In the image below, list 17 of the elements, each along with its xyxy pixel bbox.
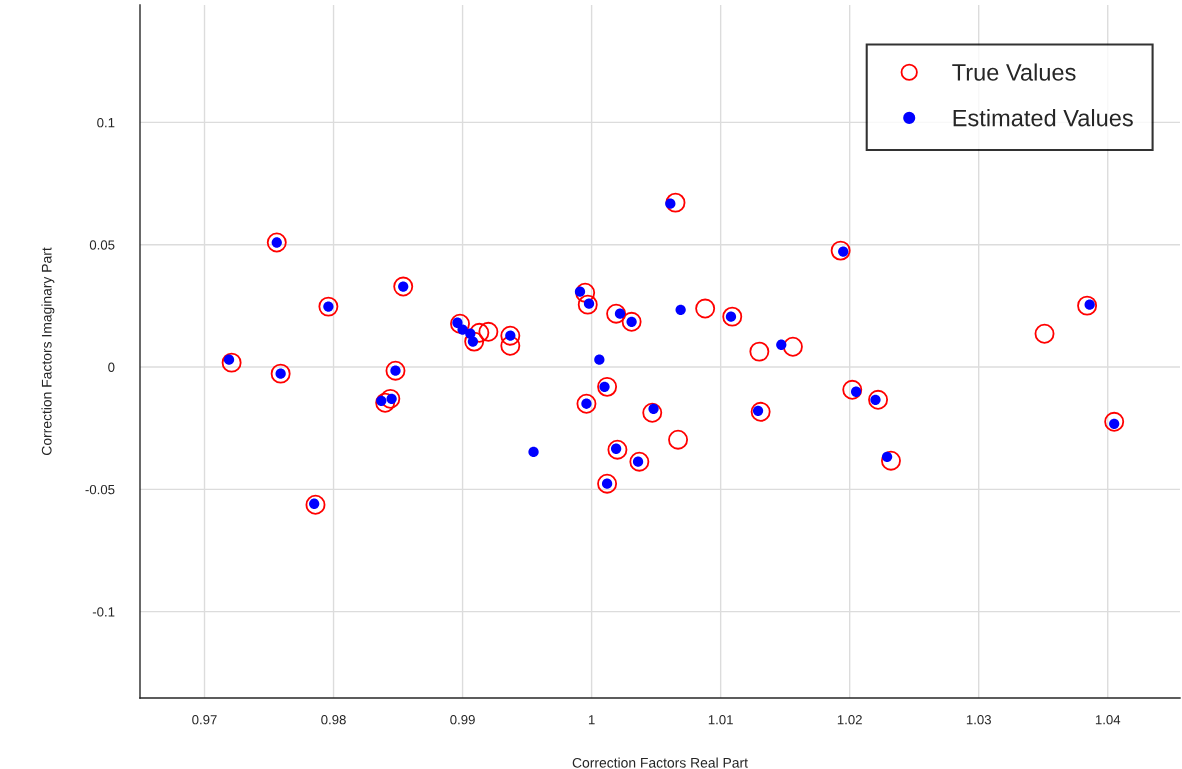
x-tick-label: 1.04 xyxy=(1095,715,1121,725)
y-tick-label: 0 xyxy=(108,362,115,372)
y-tick-label: -0.1 xyxy=(92,607,115,617)
x-tick-label: 1.01 xyxy=(708,715,733,725)
legend-label: Estimated Values xyxy=(953,109,1133,127)
y-tick-label: -0.05 xyxy=(85,484,115,495)
y-tick-label: 0.05 xyxy=(89,240,115,250)
x-tick-label: 0.97 xyxy=(192,715,217,725)
legend-label: True Values xyxy=(952,63,1076,81)
x-axis-title: Correction Factors Real Part xyxy=(572,757,748,768)
x-tick-label: 1.03 xyxy=(966,715,991,725)
y-tick-label: 0.1 xyxy=(97,117,115,128)
y-axis-title: Correction Factors Imaginary Part xyxy=(41,247,55,455)
x-tick-label: 1 xyxy=(588,715,595,725)
x-tick-label: 0.98 xyxy=(321,715,346,725)
x-tick-label: 0.99 xyxy=(450,715,475,725)
x-tick-label: 1.02 xyxy=(837,715,862,725)
